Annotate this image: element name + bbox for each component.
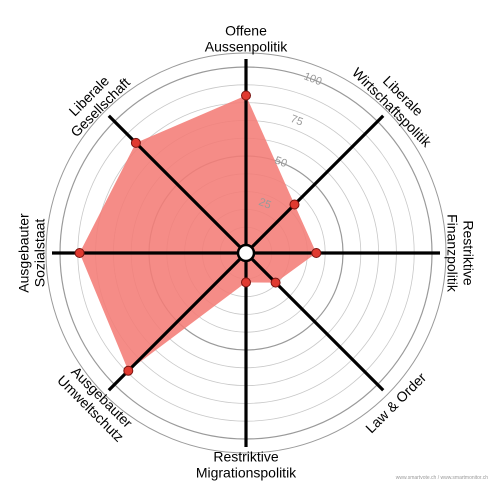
data-point xyxy=(311,248,322,258)
axis-label: Ausgebauter Sozialstaat xyxy=(16,213,48,293)
axis-label-line: Restriktive xyxy=(213,449,279,465)
axis-label-line: Finanzpolitik xyxy=(444,214,460,293)
data-point xyxy=(289,199,300,210)
data-markers xyxy=(74,90,322,376)
tick-label: 100 xyxy=(302,70,323,88)
data-polygon xyxy=(79,95,317,371)
credit-text: www.smartvote.ch / www.smartmonitor.ch xyxy=(396,475,488,481)
axis-label-line: Migrationspolitik xyxy=(196,465,297,481)
center-hub xyxy=(236,243,256,263)
data-point xyxy=(270,277,281,288)
data-point xyxy=(130,137,141,148)
data-area xyxy=(79,95,317,371)
axis-label-line: Offene xyxy=(225,23,267,39)
axis-spoke xyxy=(244,114,385,255)
axis-label-line: Aussenpolitik xyxy=(205,39,288,55)
tick-label: 75 xyxy=(289,113,305,129)
outer-ring xyxy=(45,52,447,454)
axis-spoke xyxy=(244,251,385,392)
axis-spoke xyxy=(107,114,248,255)
axis-label-line: Restriktive xyxy=(460,220,476,286)
tick-label: 25 xyxy=(257,196,273,212)
axis-label-line: Sozialstaat xyxy=(32,219,48,288)
data-point xyxy=(241,277,251,288)
data-point xyxy=(241,90,251,101)
data-point xyxy=(74,248,85,258)
data-point xyxy=(123,365,134,376)
tick-label: 50 xyxy=(273,155,289,171)
axis-label-line: Ausgebauter xyxy=(16,213,32,293)
